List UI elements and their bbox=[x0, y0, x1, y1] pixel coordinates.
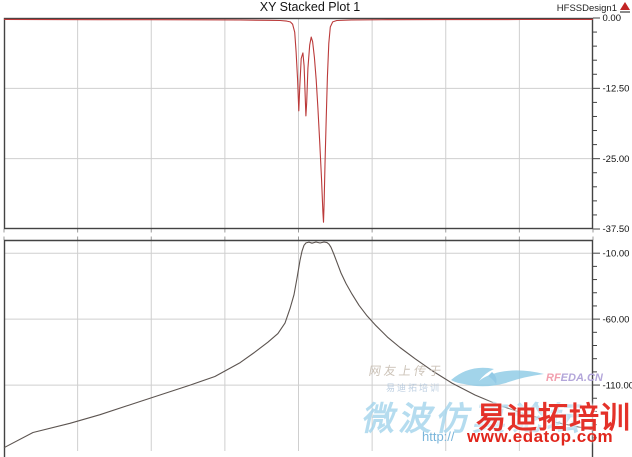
y-tick-label: -60.00 bbox=[603, 314, 630, 325]
y-tick-label: -10.00 bbox=[603, 248, 630, 259]
ansoft-logo-bar bbox=[620, 11, 630, 13]
y-tick-label: -25.00 bbox=[603, 154, 630, 165]
y-tick-label: -110.00 bbox=[603, 380, 632, 391]
plot-title: XY Stacked Plot 1 bbox=[0, 0, 620, 14]
bottom-plot: -10.00 -60.00 -110.00 bbox=[4, 240, 632, 457]
ansoft-triangle-shape bbox=[620, 2, 630, 10]
ansoft-triangle-icon bbox=[619, 2, 631, 14]
y-tick-label: -37.50 bbox=[603, 224, 630, 235]
top-plot: 0.00-12.50-25.00-37.50 bbox=[4, 18, 632, 235]
y-tick-label: -12.50 bbox=[603, 84, 630, 95]
y-tick-label: 0.00 bbox=[603, 13, 622, 24]
